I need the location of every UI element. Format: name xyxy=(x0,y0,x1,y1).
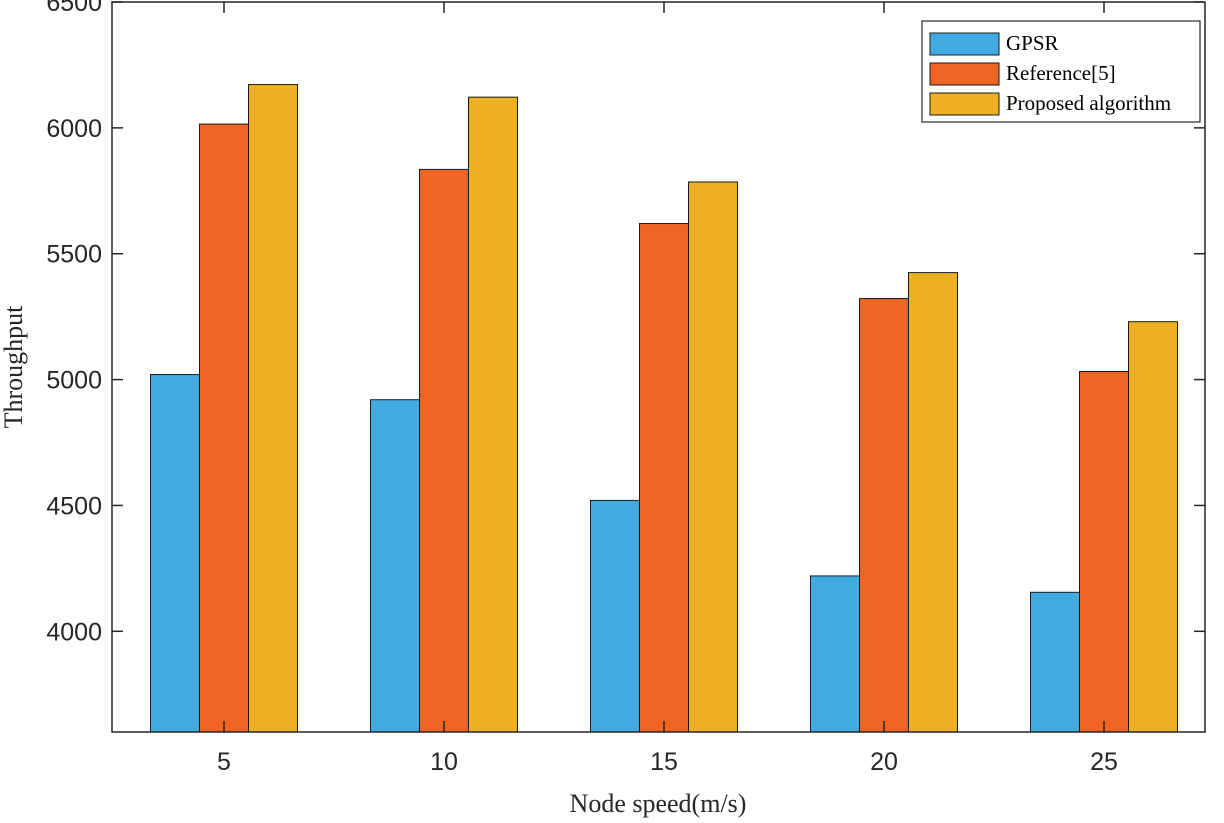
bar-3-15 xyxy=(688,181,738,733)
x-axis-ticks: 5 10 15 20 25 xyxy=(217,2,1118,776)
legend-swatch-2 xyxy=(929,62,1000,86)
bar-1-15 xyxy=(590,499,640,733)
bar-2-10 xyxy=(419,168,469,733)
y-tick-label: 5000 xyxy=(46,367,102,395)
bar-2-5 xyxy=(199,123,249,733)
x-tick-label: 5 xyxy=(217,748,231,776)
y-tick-label: 6500 xyxy=(46,0,102,17)
bar-2-25 xyxy=(1079,371,1129,733)
bar-1-10 xyxy=(370,399,420,733)
y-tick-label: 4000 xyxy=(46,618,102,646)
x-axis-title: Node speed(m/s) xyxy=(570,789,747,818)
x-tick-label: 10 xyxy=(430,748,458,776)
legend: GPSR Reference[5] Proposed algorithm xyxy=(921,20,1201,123)
legend-label-2: Reference[5] xyxy=(1006,61,1116,85)
x-tick-label: 25 xyxy=(1090,748,1118,776)
plot-frame xyxy=(111,1,1206,733)
y-tick-label: 6000 xyxy=(46,115,102,143)
y-axis-ticks: 4000 4500 5000 5500 6000 6500 xyxy=(46,0,1205,646)
legend-label-3: Proposed algorithm xyxy=(1006,91,1171,115)
x-tick-label: 20 xyxy=(870,748,898,776)
legend-swatch-3 xyxy=(929,92,1000,116)
y-tick-label: 5500 xyxy=(46,241,102,269)
bar-1-25 xyxy=(1030,591,1080,733)
legend-items: GPSR Reference[5] Proposed algorithm xyxy=(929,31,1171,116)
legend-label-1: GPSR xyxy=(1006,31,1059,55)
bar-3-20 xyxy=(908,272,958,733)
bar-2-20 xyxy=(859,298,909,733)
bar-1-20 xyxy=(810,575,860,733)
x-tick-label: 15 xyxy=(650,748,678,776)
bar-1-5 xyxy=(150,374,200,733)
bar-3-10 xyxy=(468,96,518,733)
legend-swatch-1 xyxy=(929,32,1000,56)
y-tick-label: 4500 xyxy=(46,492,102,520)
bar-3-5 xyxy=(248,84,298,733)
y-axis-title: Throughput xyxy=(0,305,28,429)
bar-3-25 xyxy=(1128,321,1178,733)
bar-2-15 xyxy=(639,223,689,733)
bars-group xyxy=(150,84,1178,733)
